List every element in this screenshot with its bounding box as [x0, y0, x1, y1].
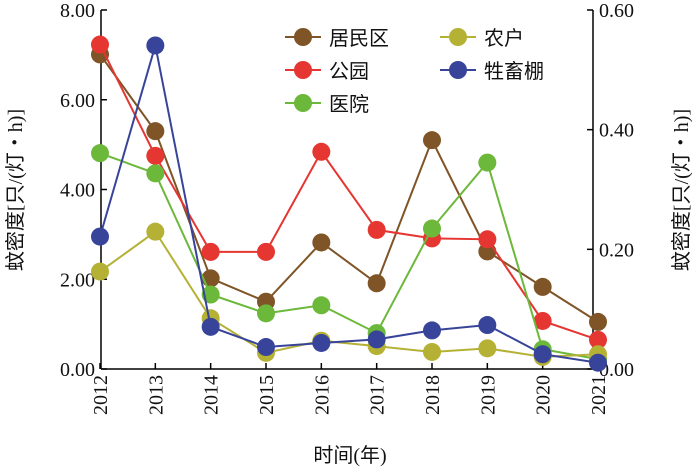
data-point: [533, 345, 552, 364]
x-tick-label: 2015: [256, 375, 278, 415]
data-point: [91, 262, 109, 281]
legend-label: 牲畜棚: [484, 60, 544, 83]
data-point: [312, 233, 331, 252]
x-tick-label: 2016: [311, 375, 333, 415]
data-point: [146, 146, 165, 165]
legend-marker: [294, 28, 312, 46]
legend-marker: [449, 28, 467, 46]
data-point: [423, 131, 441, 150]
data-point: [146, 222, 165, 241]
x-tick-label: 2013: [145, 375, 167, 415]
data-point: [367, 330, 386, 349]
data-point: [312, 333, 331, 352]
y-tick-label: 8.00: [60, 0, 95, 22]
series-3: [91, 222, 607, 366]
data-point: [146, 164, 165, 183]
data-point: [589, 330, 607, 349]
data-point: [589, 312, 607, 331]
legend-label: 农户: [484, 27, 524, 50]
y-axis-label-right: 蚊密度[只/(灯・h)]: [670, 109, 693, 271]
series-4: [91, 36, 607, 372]
x-tick-label: 2017: [367, 375, 389, 415]
series-line: [99, 230, 599, 358]
legend-marker: [449, 61, 467, 79]
legend-item: 公园: [285, 61, 369, 83]
data-point: [367, 220, 386, 239]
series-0: [91, 45, 607, 331]
y-tick-label: 6.00: [60, 90, 95, 112]
legend-item: 医院: [285, 93, 369, 116]
legend-item: 牲畜棚: [440, 60, 544, 83]
x-tick-label: 2018: [422, 375, 444, 415]
data-point: [201, 317, 220, 336]
x-tick-label: 2012: [90, 375, 112, 415]
data-point: [146, 122, 165, 141]
x-axis-label: 时间(年): [313, 444, 386, 467]
data-point: [201, 242, 220, 261]
legend-label: 医院: [329, 93, 369, 116]
legend-label: 公园: [329, 61, 369, 83]
data-point: [533, 277, 552, 296]
data-point: [478, 339, 497, 358]
data-point: [257, 242, 275, 261]
series-line: [99, 44, 599, 341]
data-point: [423, 219, 441, 238]
data-point: [478, 316, 497, 335]
legend-item: 农户: [440, 27, 524, 50]
y-tick-label: 2.00: [60, 269, 95, 291]
data-point: [589, 353, 607, 372]
legend-marker: [294, 94, 312, 112]
data-point: [367, 274, 386, 293]
data-point: [91, 227, 109, 246]
data-point: [257, 304, 275, 323]
data-point: [423, 321, 441, 340]
y-axis-label-left: 蚊密度[只/(灯・h)]: [4, 109, 27, 271]
series-line: [99, 45, 599, 364]
data-point: [533, 311, 552, 330]
y-right-tick-label: 0.60: [599, 0, 634, 22]
legend-item: 居民区: [285, 28, 389, 50]
data-point: [478, 153, 497, 172]
series-line: [99, 152, 599, 361]
data-point: [478, 230, 497, 249]
y-tick-label: 4.00: [60, 180, 95, 202]
data-point: [91, 35, 109, 54]
data-point: [91, 144, 109, 163]
y-right-tick-label: 0.00: [599, 359, 634, 381]
x-tick-label: 2021: [588, 375, 610, 415]
y-tick-label: 0.00: [60, 359, 95, 381]
y-right-tick-label: 0.40: [599, 120, 634, 142]
data-point: [257, 338, 275, 357]
data-point: [146, 36, 165, 55]
data-point: [423, 342, 441, 361]
data-point: [312, 296, 331, 315]
x-tick-label: 2020: [533, 375, 555, 415]
x-tick-label: 2019: [477, 375, 499, 415]
y-right-tick-label: 0.20: [599, 239, 634, 261]
legend-label: 居民区: [329, 28, 389, 50]
data-point: [312, 142, 331, 161]
legend-marker: [294, 61, 312, 79]
x-tick-label: 2014: [201, 375, 223, 415]
